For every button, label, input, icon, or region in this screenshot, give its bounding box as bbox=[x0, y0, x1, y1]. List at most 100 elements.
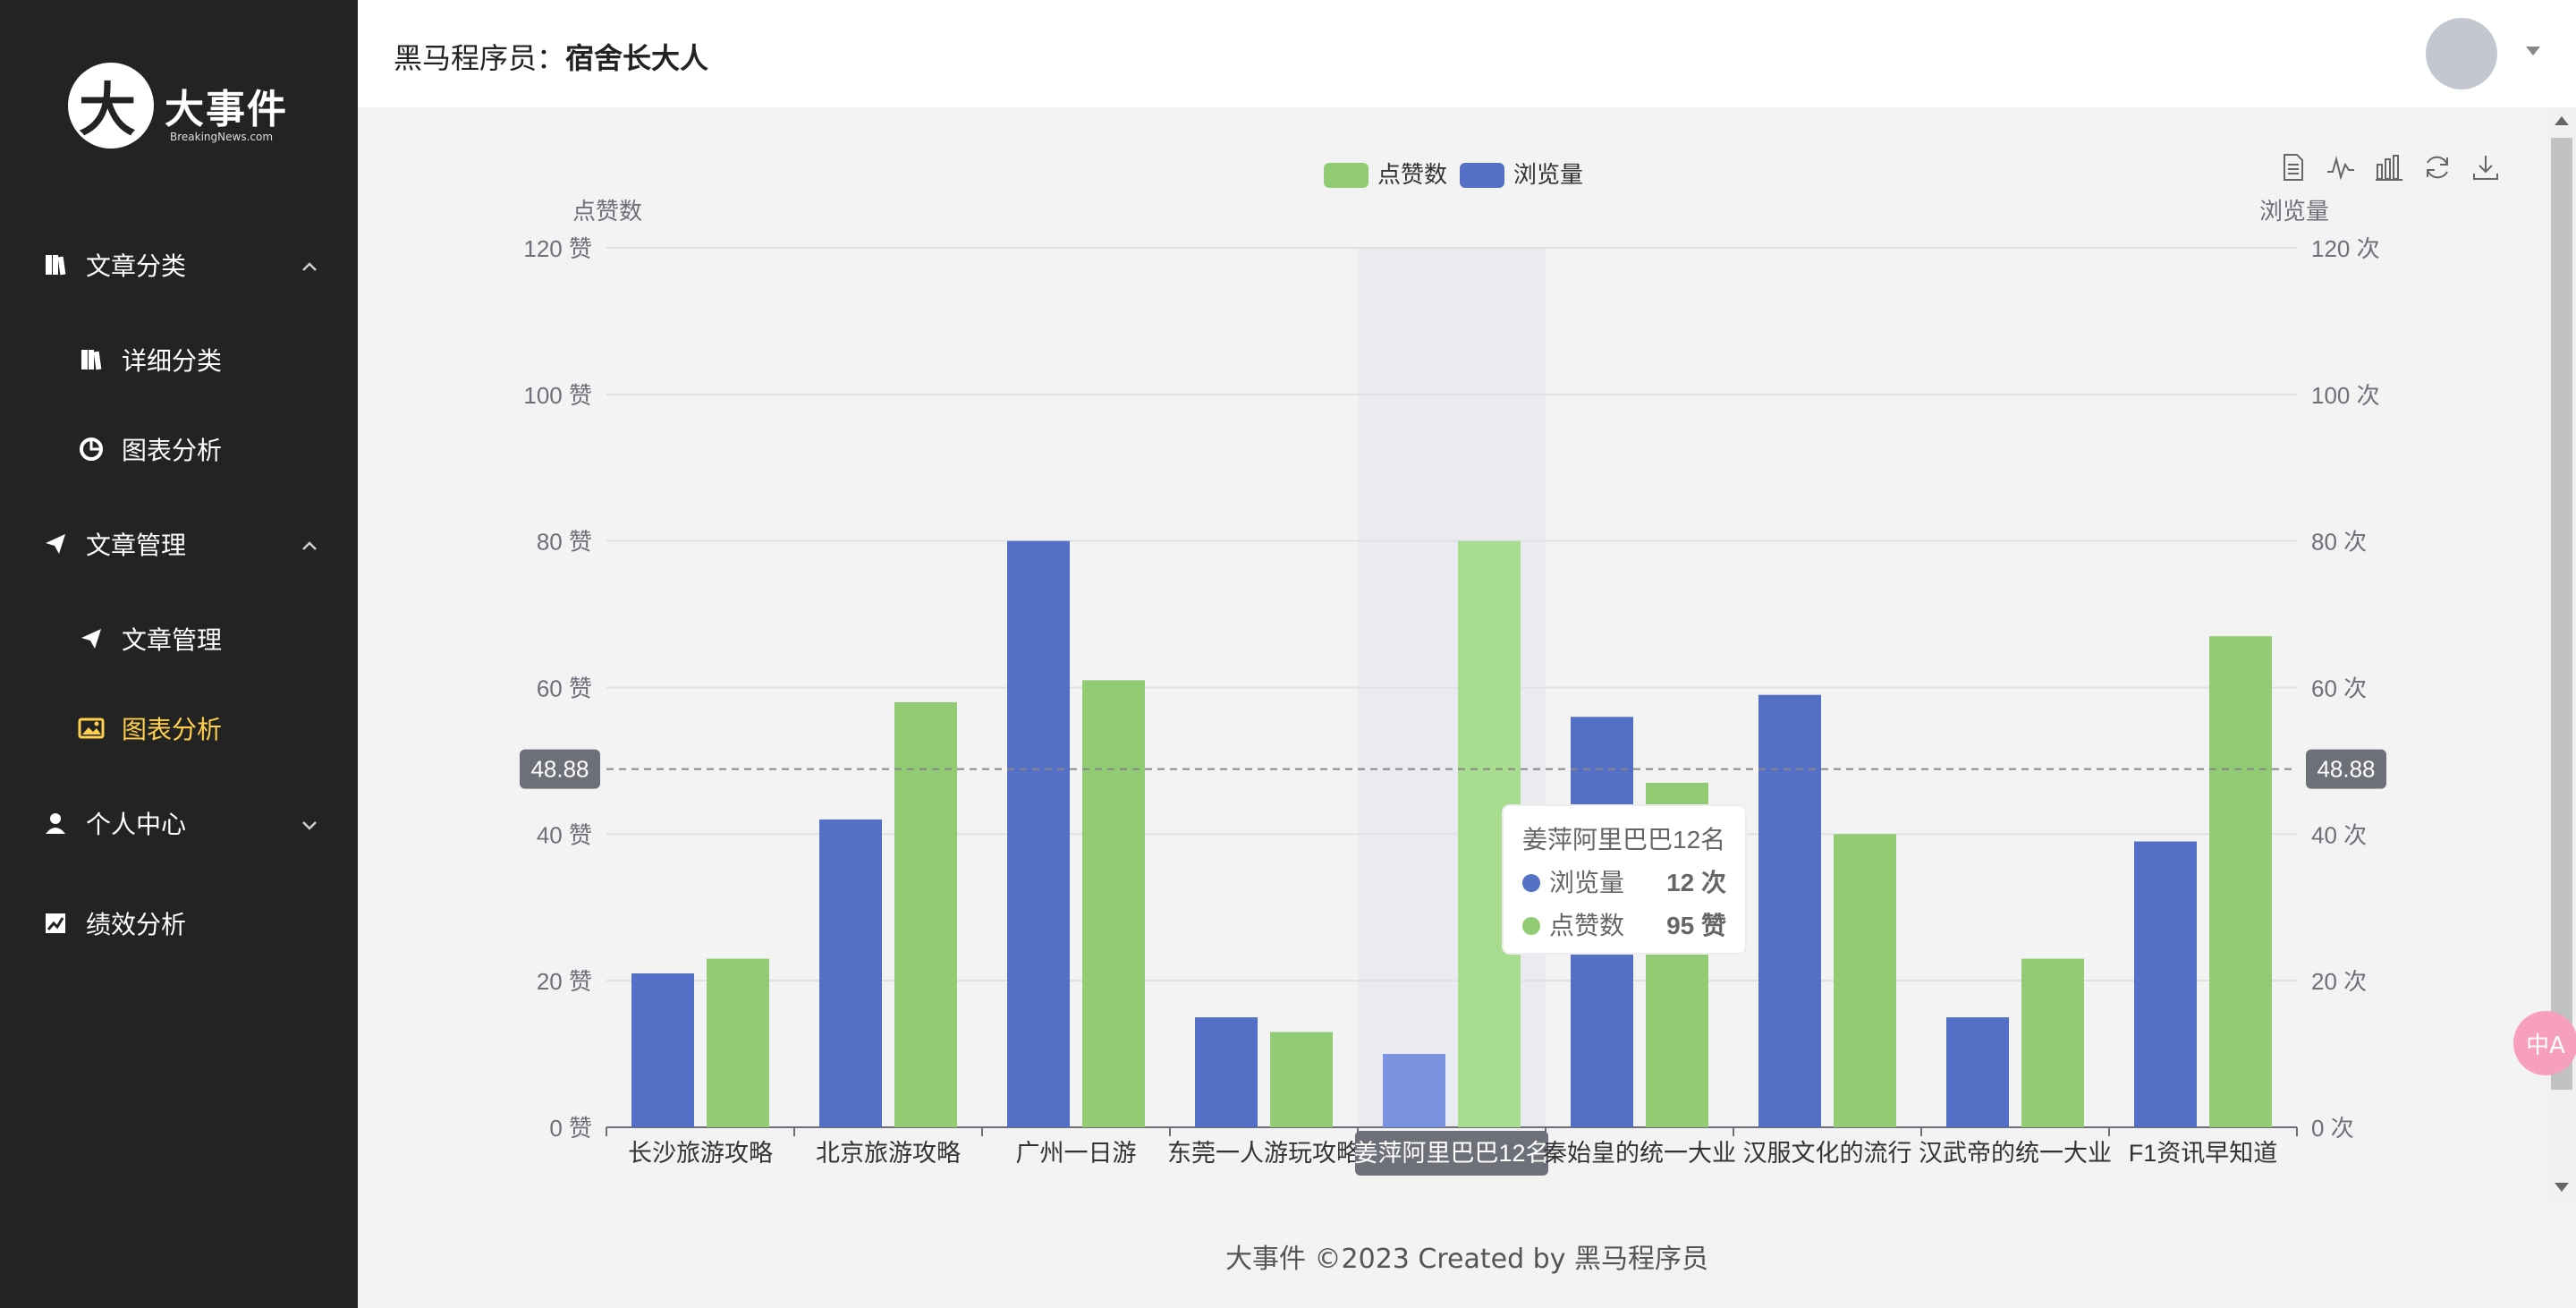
main-content: 0 赞 0 次 20 赞 20 次 40 赞 40 次 60 赞 60 次 80 赞 80 次 10… bbox=[358, 107, 2576, 1308]
trend-icon bbox=[41, 909, 70, 938]
axis-pointer-label-bg bbox=[1355, 1131, 1548, 1176]
translate-label: 中A bbox=[2526, 1032, 2565, 1059]
scroll-up-icon[interactable] bbox=[2555, 116, 2569, 125]
y-right-tick-label: 0 次 bbox=[2311, 1115, 2354, 1142]
avatar[interactable] bbox=[2426, 18, 2497, 89]
picture-icon bbox=[77, 714, 106, 743]
x-tick-label: 秦始皇的统一大业 bbox=[1543, 1140, 1736, 1167]
sidebar-item-7[interactable]: 绩效分析 bbox=[0, 888, 358, 959]
tooltip-title: 姜萍阿里巴巴12名 bbox=[1522, 826, 1725, 854]
pointer-label-right: 48.88 bbox=[2317, 756, 2375, 783]
x-tick-label-highlighted: 姜萍阿里巴巴12名 bbox=[1353, 1140, 1549, 1167]
bar-views bbox=[1007, 540, 1070, 1127]
tooltip-series-name: 浏览量 bbox=[1549, 869, 1624, 896]
restore-icon[interactable] bbox=[2422, 152, 2453, 183]
book-icon bbox=[77, 345, 106, 374]
y-right-tick-label: 80 次 bbox=[2311, 529, 2367, 556]
y-left-tick-label: 0 赞 bbox=[549, 1115, 592, 1142]
chevron-down-icon[interactable] bbox=[299, 812, 320, 834]
download-icon[interactable] bbox=[2470, 152, 2501, 183]
bar-chart: 0 赞 0 次 20 赞 20 次 40 赞 40 次 60 赞 60 次 80 赞 80 次 10… bbox=[520, 161, 2386, 1176]
x-tick-label: 广州一日游 bbox=[1016, 1140, 1137, 1167]
logo-title: 大事件 bbox=[165, 87, 288, 132]
tooltip-box bbox=[1502, 804, 1747, 955]
y-right-tick-label: 40 次 bbox=[2311, 821, 2367, 848]
sidebar-item-2[interactable]: 图表分析 bbox=[0, 413, 358, 485]
caret-down-icon[interactable] bbox=[2526, 47, 2540, 55]
sidebar-item-label: 图表分析 bbox=[122, 715, 223, 744]
logo-subtitle: BreakingNews.com bbox=[170, 131, 274, 143]
user-icon bbox=[41, 809, 70, 837]
username: 宿舍长大人 bbox=[565, 41, 709, 75]
tooltip-marker bbox=[1522, 917, 1540, 935]
y-right-tick-label: 20 次 bbox=[2311, 968, 2367, 995]
bar-views bbox=[631, 973, 694, 1127]
x-tick-label: 长沙旅游攻略 bbox=[628, 1140, 773, 1167]
x-tick-label: 汉服文化的流行 bbox=[1743, 1140, 1912, 1167]
sidebar-item-label: 绩效分析 bbox=[86, 910, 187, 939]
chart-pie-icon bbox=[77, 435, 106, 463]
line-switch-icon[interactable] bbox=[2326, 152, 2356, 183]
sidebar-item-label: 详细分类 bbox=[122, 346, 223, 376]
translate-button[interactable]: 中A bbox=[2513, 1011, 2576, 1075]
pointer-label-right-bg bbox=[2306, 749, 2386, 789]
sidebar-item-label: 文章管理 bbox=[122, 625, 223, 655]
y-right-tick-label: 120 次 bbox=[2311, 235, 2380, 262]
x-tick-label: F1资讯早知道 bbox=[2129, 1140, 2278, 1167]
scroll-down-icon[interactable] bbox=[2555, 1183, 2569, 1192]
sidebar-item-label: 文章分类 bbox=[86, 251, 187, 281]
greeting-prefix: 黑马程序员： bbox=[394, 41, 566, 75]
bar-likes bbox=[2209, 636, 2272, 1127]
y-right-tick-label: 60 次 bbox=[2311, 675, 2367, 702]
bar-views bbox=[1195, 1017, 1258, 1127]
y-left-tick-label: 20 赞 bbox=[537, 968, 592, 995]
bar-likes bbox=[1834, 834, 1896, 1127]
logo: 大 大事件 BreakingNews.com bbox=[68, 59, 292, 157]
bar-views bbox=[1758, 694, 1821, 1127]
logo-glyph: 大 bbox=[79, 77, 136, 144]
sidebar-item-1[interactable]: 详细分类 bbox=[0, 324, 358, 395]
tooltip-series-name: 点赞数 bbox=[1549, 912, 1624, 939]
send-icon bbox=[41, 530, 70, 558]
chevron-up-icon[interactable] bbox=[299, 533, 320, 555]
bar-likes bbox=[707, 958, 769, 1127]
x-tick-label: 汉武帝的统一大业 bbox=[1919, 1140, 2112, 1167]
y-left-tick-label: 100 赞 bbox=[523, 382, 592, 409]
bar-views bbox=[1946, 1017, 2009, 1127]
chart-toolbox bbox=[2277, 152, 2501, 183]
scroll-thumb[interactable] bbox=[2551, 138, 2572, 1090]
bar-switch-icon[interactable] bbox=[2374, 152, 2404, 183]
sidebar-item-label: 个人中心 bbox=[86, 810, 187, 839]
sidebar-item-0[interactable]: 文章分类 bbox=[0, 229, 358, 301]
pointer-label-left-bg bbox=[520, 749, 600, 789]
x-tick-label: 北京旅游攻略 bbox=[816, 1140, 961, 1167]
y-left-tick-label: 80 赞 bbox=[537, 529, 592, 556]
bar-views bbox=[1383, 1054, 1445, 1127]
sidebar-item-label: 文章管理 bbox=[86, 531, 187, 560]
tooltip-series-value: 12 次 bbox=[1666, 869, 1726, 896]
footer: 大事件 ©2023 Created by 黑马程序员 bbox=[1224, 1244, 1708, 1275]
y-left-tick-label: 60 赞 bbox=[537, 675, 592, 702]
bar-likes bbox=[1270, 1032, 1333, 1127]
sidebar-item-6[interactable]: 个人中心 bbox=[0, 787, 358, 859]
bar-likes bbox=[894, 701, 957, 1127]
y-right-axis-name: 浏览量 bbox=[2259, 198, 2329, 225]
bar-views bbox=[819, 819, 882, 1127]
data-view-icon[interactable] bbox=[2277, 152, 2308, 183]
chevron-up-icon[interactable] bbox=[299, 254, 320, 276]
y-left-tick-label: 120 赞 bbox=[523, 235, 592, 262]
y-left-tick-label: 40 赞 bbox=[537, 821, 592, 848]
header: 黑马程序员：宿舍长大人 bbox=[358, 0, 2576, 107]
sidebar-item-5[interactable]: 图表分析 bbox=[0, 692, 358, 764]
sidebar-item-4[interactable]: 文章管理 bbox=[0, 603, 358, 675]
legend-swatch bbox=[1460, 163, 1504, 188]
pointer-label-left: 48.88 bbox=[530, 756, 589, 783]
legend-swatch bbox=[1324, 163, 1368, 188]
greeting: 黑马程序员：宿舍长大人 bbox=[394, 36, 708, 77]
x-tick-label: 东莞一人游玩攻略 bbox=[1167, 1140, 1360, 1167]
bar-views bbox=[2134, 841, 2197, 1127]
sidebar: 大 大事件 BreakingNews.com 文章分类 详细分类 图表分析 文章管理文… bbox=[0, 0, 358, 1308]
sidebar-item-label: 图表分析 bbox=[122, 436, 223, 465]
book-icon bbox=[41, 251, 70, 279]
sidebar-item-3[interactable]: 文章管理 bbox=[0, 508, 358, 580]
